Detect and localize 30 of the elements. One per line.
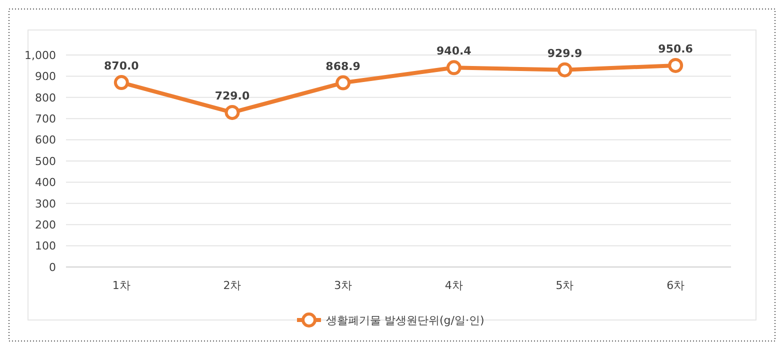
- y-tick-label: 800: [35, 91, 56, 104]
- x-tick-label: 1차: [112, 279, 130, 292]
- data-label: 929.9: [547, 46, 582, 60]
- y-tick-label: 100: [35, 240, 56, 253]
- x-tick-label: 2차: [223, 279, 242, 292]
- point: [668, 58, 684, 73]
- y-tick-label: 300: [35, 197, 56, 210]
- x-tick-label: 6차: [666, 279, 685, 292]
- y-tick-label: 1,000: [24, 48, 56, 62]
- point: [446, 60, 462, 76]
- data-label: 868.9: [326, 60, 360, 73]
- point: [114, 75, 129, 90]
- point: [557, 62, 572, 78]
- y-tick-label: 900: [35, 70, 56, 84]
- legend-label: 생활폐기물 발생원단위(g/일·인): [326, 314, 484, 327]
- data-label: 870.0: [104, 60, 140, 73]
- data-label: 729.0: [214, 89, 250, 102]
- y-tick-label: 200: [35, 218, 56, 232]
- y-tick-label: 600: [35, 134, 56, 147]
- x-tick-label: 4차: [444, 279, 463, 292]
- point: [336, 75, 351, 90]
- y-tick-label: 0: [49, 260, 56, 274]
- x-tick-label: 3차: [334, 279, 352, 292]
- y-tick-label: 700: [35, 112, 56, 126]
- y-tick-label: 500: [35, 154, 56, 168]
- data-label: 940.4: [436, 44, 472, 58]
- x-tick-label: 5차: [556, 279, 574, 292]
- point: [224, 104, 240, 120]
- data-label: 950.6: [658, 42, 694, 56]
- y-tick-label: 400: [35, 176, 56, 190]
